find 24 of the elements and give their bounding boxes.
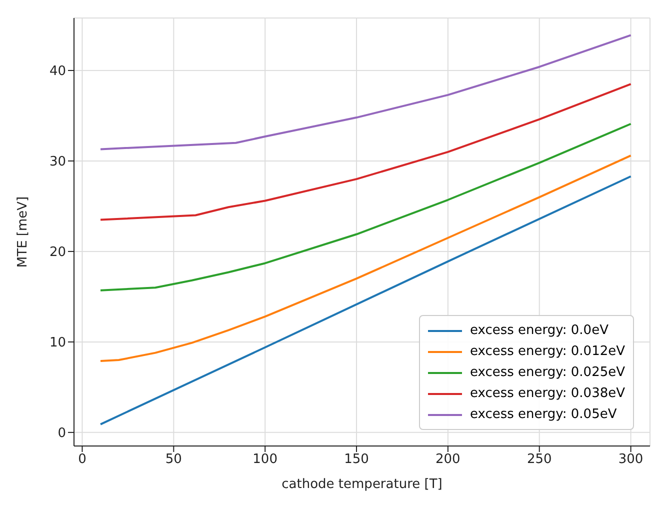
line-series	[100, 175, 632, 426]
y-axis-title: MTE [meV]	[16, 196, 31, 268]
x-tick-label: 50	[165, 452, 182, 468]
legend-label: excess energy: 0.038eV	[470, 386, 625, 401]
x-tick-label: 0	[78, 452, 86, 468]
x-tick-label: 150	[344, 452, 369, 468]
line-series	[100, 122, 632, 292]
legend-label: excess energy: 0.0eV	[470, 323, 608, 338]
x-tick-label: 300	[618, 452, 644, 468]
y-tick-label: 0	[58, 426, 66, 442]
x-tick-label: 200	[436, 452, 460, 468]
y-tick-label: 20	[49, 245, 66, 260]
x-tick-label: 100	[252, 452, 278, 468]
line-series	[100, 34, 632, 150]
legend-label: excess energy: 0.025eV	[470, 365, 625, 380]
y-tick-label: 30	[49, 154, 66, 170]
line-series	[100, 83, 632, 221]
x-tick-label: 250	[526, 452, 552, 468]
legend-label: excess energy: 0.05eV	[470, 407, 617, 422]
x-axis-title: cathode temperature [T]	[282, 477, 442, 492]
y-tick-label: 10	[49, 336, 66, 351]
y-tick-label: 40	[49, 64, 66, 80]
legend-label: excess energy: 0.012eV	[470, 344, 625, 359]
line-series	[100, 154, 632, 362]
